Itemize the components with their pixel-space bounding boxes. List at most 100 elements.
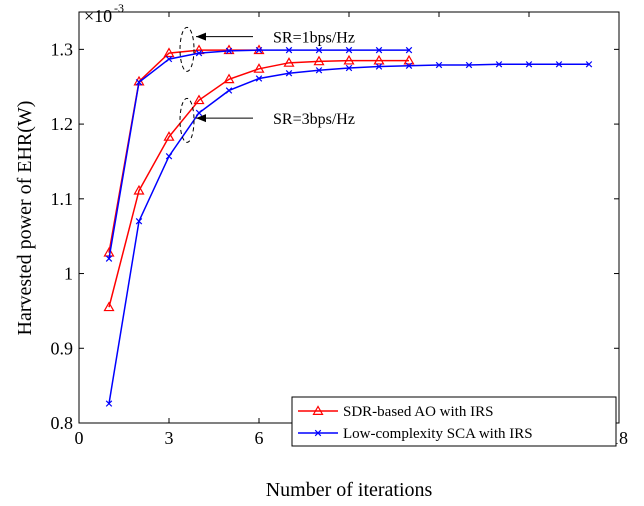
x-marker — [195, 49, 203, 57]
x-marker — [225, 47, 233, 55]
legend-label: SDR-based AO with IRS — [343, 404, 493, 420]
x-marker-stroke — [345, 64, 353, 72]
y-exponent-power: -3 — [114, 1, 124, 15]
y-tick-label: 0.9 — [51, 338, 74, 358]
x-marker-stroke — [135, 79, 143, 86]
x-marker-stroke — [585, 61, 593, 68]
x-marker — [135, 79, 143, 86]
x-marker-stroke — [255, 75, 263, 82]
legend-box — [291, 396, 617, 447]
legend: SDR-based AO with IRS Low-complexity SCA … — [291, 396, 617, 447]
x-marker — [165, 55, 173, 63]
x-marker-stroke — [375, 63, 383, 70]
x-marker-stroke — [135, 218, 143, 225]
x-marker — [165, 152, 173, 160]
x-marker — [435, 61, 443, 69]
x-marker — [225, 87, 233, 94]
annotation-ellipse — [179, 97, 195, 143]
x-marker-stroke — [225, 87, 233, 94]
x-marker-stroke — [525, 61, 533, 68]
x-marker — [314, 429, 322, 437]
x-marker-stroke — [105, 255, 113, 262]
y-tick-label: 1.2 — [51, 114, 74, 134]
triangle-marker — [403, 54, 415, 65]
x-marker-stroke — [225, 47, 233, 55]
x-marker-stroke — [315, 67, 323, 74]
plot-frame — [78, 11, 620, 424]
triangle-marker — [313, 55, 325, 66]
x-tick-label: 3 — [165, 428, 174, 448]
x-marker — [285, 46, 293, 54]
x-marker-stroke — [435, 61, 443, 69]
triangle-marker — [223, 44, 235, 55]
x-marker — [255, 46, 263, 54]
annotation-arrowhead — [196, 32, 206, 41]
x-tick-label: 6 — [255, 428, 264, 448]
x-marker-stroke — [495, 61, 503, 68]
x-marker-stroke — [195, 49, 203, 57]
x-marker — [135, 218, 143, 225]
x-marker — [255, 75, 263, 82]
y-axis-label: Harvested power of EHR(W) — [14, 101, 36, 336]
triangle-marker — [163, 131, 175, 141]
x-marker-stroke — [315, 46, 323, 54]
annotation-label: SR=1bps/Hz — [273, 30, 355, 47]
triangle-marker — [283, 57, 295, 67]
x-marker — [495, 61, 503, 68]
x-marker-stroke — [405, 62, 413, 70]
x-marker — [465, 61, 473, 69]
triangle-marker — [133, 184, 145, 195]
x-marker — [525, 61, 533, 68]
y-tick-label: 1.1 — [51, 189, 74, 209]
x-marker-stroke — [195, 109, 203, 117]
x-marker — [375, 46, 383, 54]
x-marker-stroke — [555, 61, 563, 68]
annotation-label: SR=3bps/Hz — [273, 111, 355, 128]
x-marker-stroke — [285, 70, 293, 77]
triangle-marker — [193, 94, 205, 105]
x-marker-stroke — [465, 61, 473, 69]
series-layer — [103, 44, 593, 407]
x-marker — [315, 67, 323, 74]
y-tick-label: 0.8 — [51, 413, 74, 433]
triangle-marker — [103, 301, 115, 312]
annotation-layer: SR=1bps/Hz SR=3bps/Hz — [179, 26, 355, 143]
y-tick-label: 1.3 — [51, 39, 74, 59]
x-marker-stroke — [375, 46, 383, 54]
legend-label: Low-complexity SCA with IRS — [343, 426, 533, 442]
x-marker-stroke — [345, 46, 353, 54]
x-marker-stroke — [105, 400, 113, 407]
x-marker-stroke — [255, 46, 263, 54]
x-marker-stroke — [165, 152, 173, 160]
annotation-ellipse — [179, 26, 195, 72]
triangle-marker — [223, 73, 235, 84]
x-marker — [195, 109, 203, 117]
x-marker — [375, 63, 383, 70]
y-exponent-base: ×10 — [84, 6, 112, 26]
triangle-marker — [253, 63, 265, 73]
triangle-marker — [343, 54, 355, 65]
triangle-marker — [312, 405, 324, 415]
x-marker — [585, 61, 593, 68]
x-marker-stroke — [165, 55, 173, 63]
x-marker-stroke — [314, 429, 322, 437]
x-marker — [405, 62, 413, 70]
x-tick-label: 0 — [75, 428, 84, 448]
x-marker-stroke — [285, 46, 293, 54]
x-marker — [315, 46, 323, 54]
x-marker — [105, 255, 113, 262]
x-axis-label: Number of iterations — [266, 479, 433, 501]
x-marker-stroke — [405, 46, 413, 54]
triangle-marker — [373, 54, 385, 65]
x-marker — [285, 70, 293, 77]
y-tick-label: 1 — [64, 264, 73, 284]
series-line — [108, 59, 409, 308]
x-marker — [105, 400, 113, 407]
x-marker — [555, 61, 563, 68]
x-marker — [345, 64, 353, 72]
annotation-arrowhead — [196, 114, 206, 123]
x-marker — [345, 46, 353, 54]
triangle-marker — [163, 47, 175, 58]
x-marker — [405, 46, 413, 54]
